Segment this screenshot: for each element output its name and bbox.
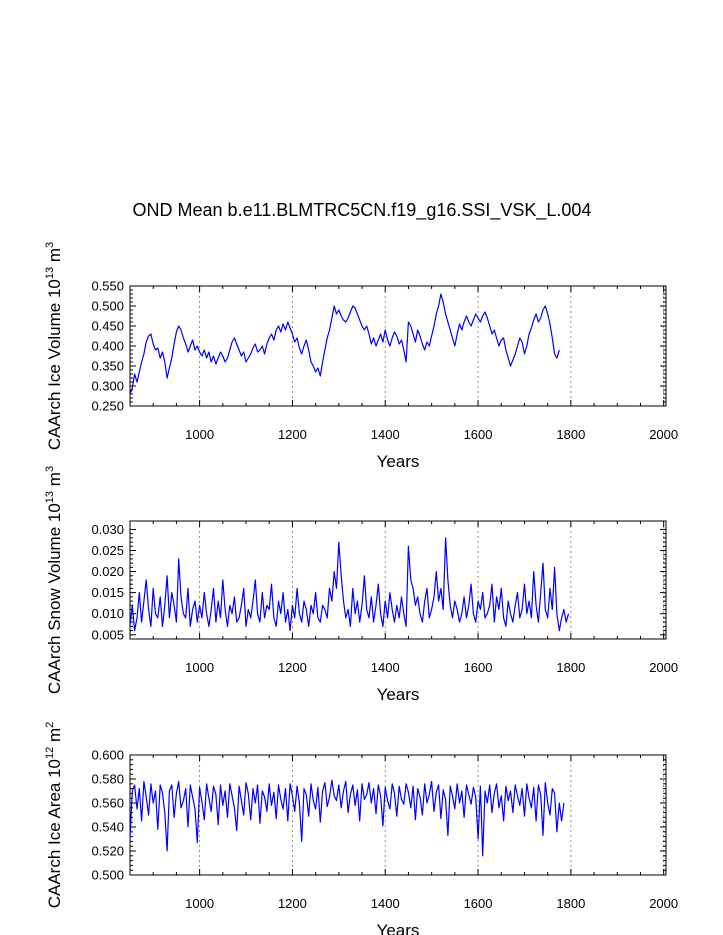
x-tick-label: 1800: [556, 427, 585, 442]
x-tick-label: 1200: [278, 660, 307, 675]
y-axis-title-part: 12: [44, 747, 56, 759]
y-axis-title-part: m: [45, 248, 64, 267]
y-tick-label: 0.540: [91, 820, 124, 835]
x-tick-label: 1600: [464, 660, 493, 675]
chart-panel-2: 1000 1200 1400 1600 1800 2000 0.005 0.010 0.015 0…: [44, 466, 678, 704]
x-tick-label: 1600: [464, 896, 493, 911]
x-tick-label: 2000: [649, 660, 678, 675]
x-tick-label: 1400: [371, 427, 400, 442]
y-axis-title-part: 13: [44, 267, 56, 279]
chart-panel-3: 1000 1200 1400 1600 1800 2000 0.500 0.520 0.540 0…: [44, 722, 678, 935]
y-axis-title-part: m: [45, 728, 64, 747]
x-tick-label: 1400: [371, 660, 400, 675]
y-tick-label: 0.560: [91, 796, 124, 811]
y-tick-label: 0.600: [91, 748, 124, 763]
y-axis-title: CAArch Ice Volume 1013 m3: [44, 242, 64, 450]
x-tick-label: 1400: [371, 896, 400, 911]
x-tick-label: 1200: [278, 896, 307, 911]
y-axis-title: CAArch Snow Volume 1013 m3: [44, 466, 64, 694]
x-tick-label: 1800: [556, 896, 585, 911]
x-tick-label: 1600: [464, 427, 493, 442]
plot-frame: [129, 754, 667, 876]
y-axis-title-part: CAArch Snow Volume 10: [45, 503, 64, 694]
data-series-line: [129, 537, 570, 632]
y-tick-label: 0.520: [91, 844, 124, 859]
x-tick-label: 1800: [556, 660, 585, 675]
data-series-line: [129, 779, 565, 857]
x-tick-label: 2000: [649, 896, 678, 911]
x-axis-title: Years: [377, 921, 420, 935]
y-tick-label: 0.300: [91, 379, 124, 394]
y-axis-title-part: CAArch Ice Area 10: [45, 759, 64, 908]
y-tick-label: 0.010: [91, 606, 124, 621]
y-tick-label: 0.030: [91, 522, 124, 537]
y-tick-label: 0.500: [91, 299, 124, 314]
chart-title: OND Mean b.e11.BLMTRC5CN.f19_g16.SSI_VSK…: [133, 200, 592, 221]
y-axis-title-part: 2: [44, 722, 56, 728]
y-tick-label: 0.020: [91, 564, 124, 579]
x-tick-label: 1000: [185, 660, 214, 675]
y-tick-label: 0.025: [91, 543, 124, 558]
y-tick-label: 0.400: [91, 339, 124, 354]
x-tick-label: 1000: [185, 427, 214, 442]
x-tick-label: 1200: [278, 427, 307, 442]
x-axis-title: Years: [377, 452, 420, 471]
y-tick-label: 0.250: [91, 399, 124, 414]
chart-panel-1: 1000 1200 1400 1600 1800 2000 0.250 0.300 0.350 0…: [44, 242, 678, 471]
x-axis-title: Years: [377, 685, 420, 704]
x-tick-label: 2000: [649, 427, 678, 442]
y-axis-title-part: m: [45, 472, 64, 491]
plot-frame: [129, 520, 667, 640]
y-tick-label: 0.005: [91, 627, 124, 642]
y-axis-title: CAArch Ice Area 1012 m2: [44, 722, 64, 909]
y-axis-title-part: CAArch Ice Volume 10: [45, 279, 64, 450]
y-axis-title-part: 3: [44, 466, 56, 472]
data-series-line: [129, 293, 560, 395]
y-tick-label: 0.500: [91, 868, 124, 883]
y-axis-title-part: 3: [44, 242, 56, 248]
y-tick-label: 0.580: [91, 772, 124, 787]
y-tick-label: 0.450: [91, 319, 124, 334]
y-axis-title-part: 13: [44, 491, 56, 503]
y-tick-label: 0.015: [91, 585, 124, 600]
y-tick-label: 0.350: [91, 359, 124, 374]
y-tick-label: 0.550: [91, 279, 124, 294]
plot-frame: [129, 285, 667, 407]
x-tick-label: 1000: [185, 896, 214, 911]
